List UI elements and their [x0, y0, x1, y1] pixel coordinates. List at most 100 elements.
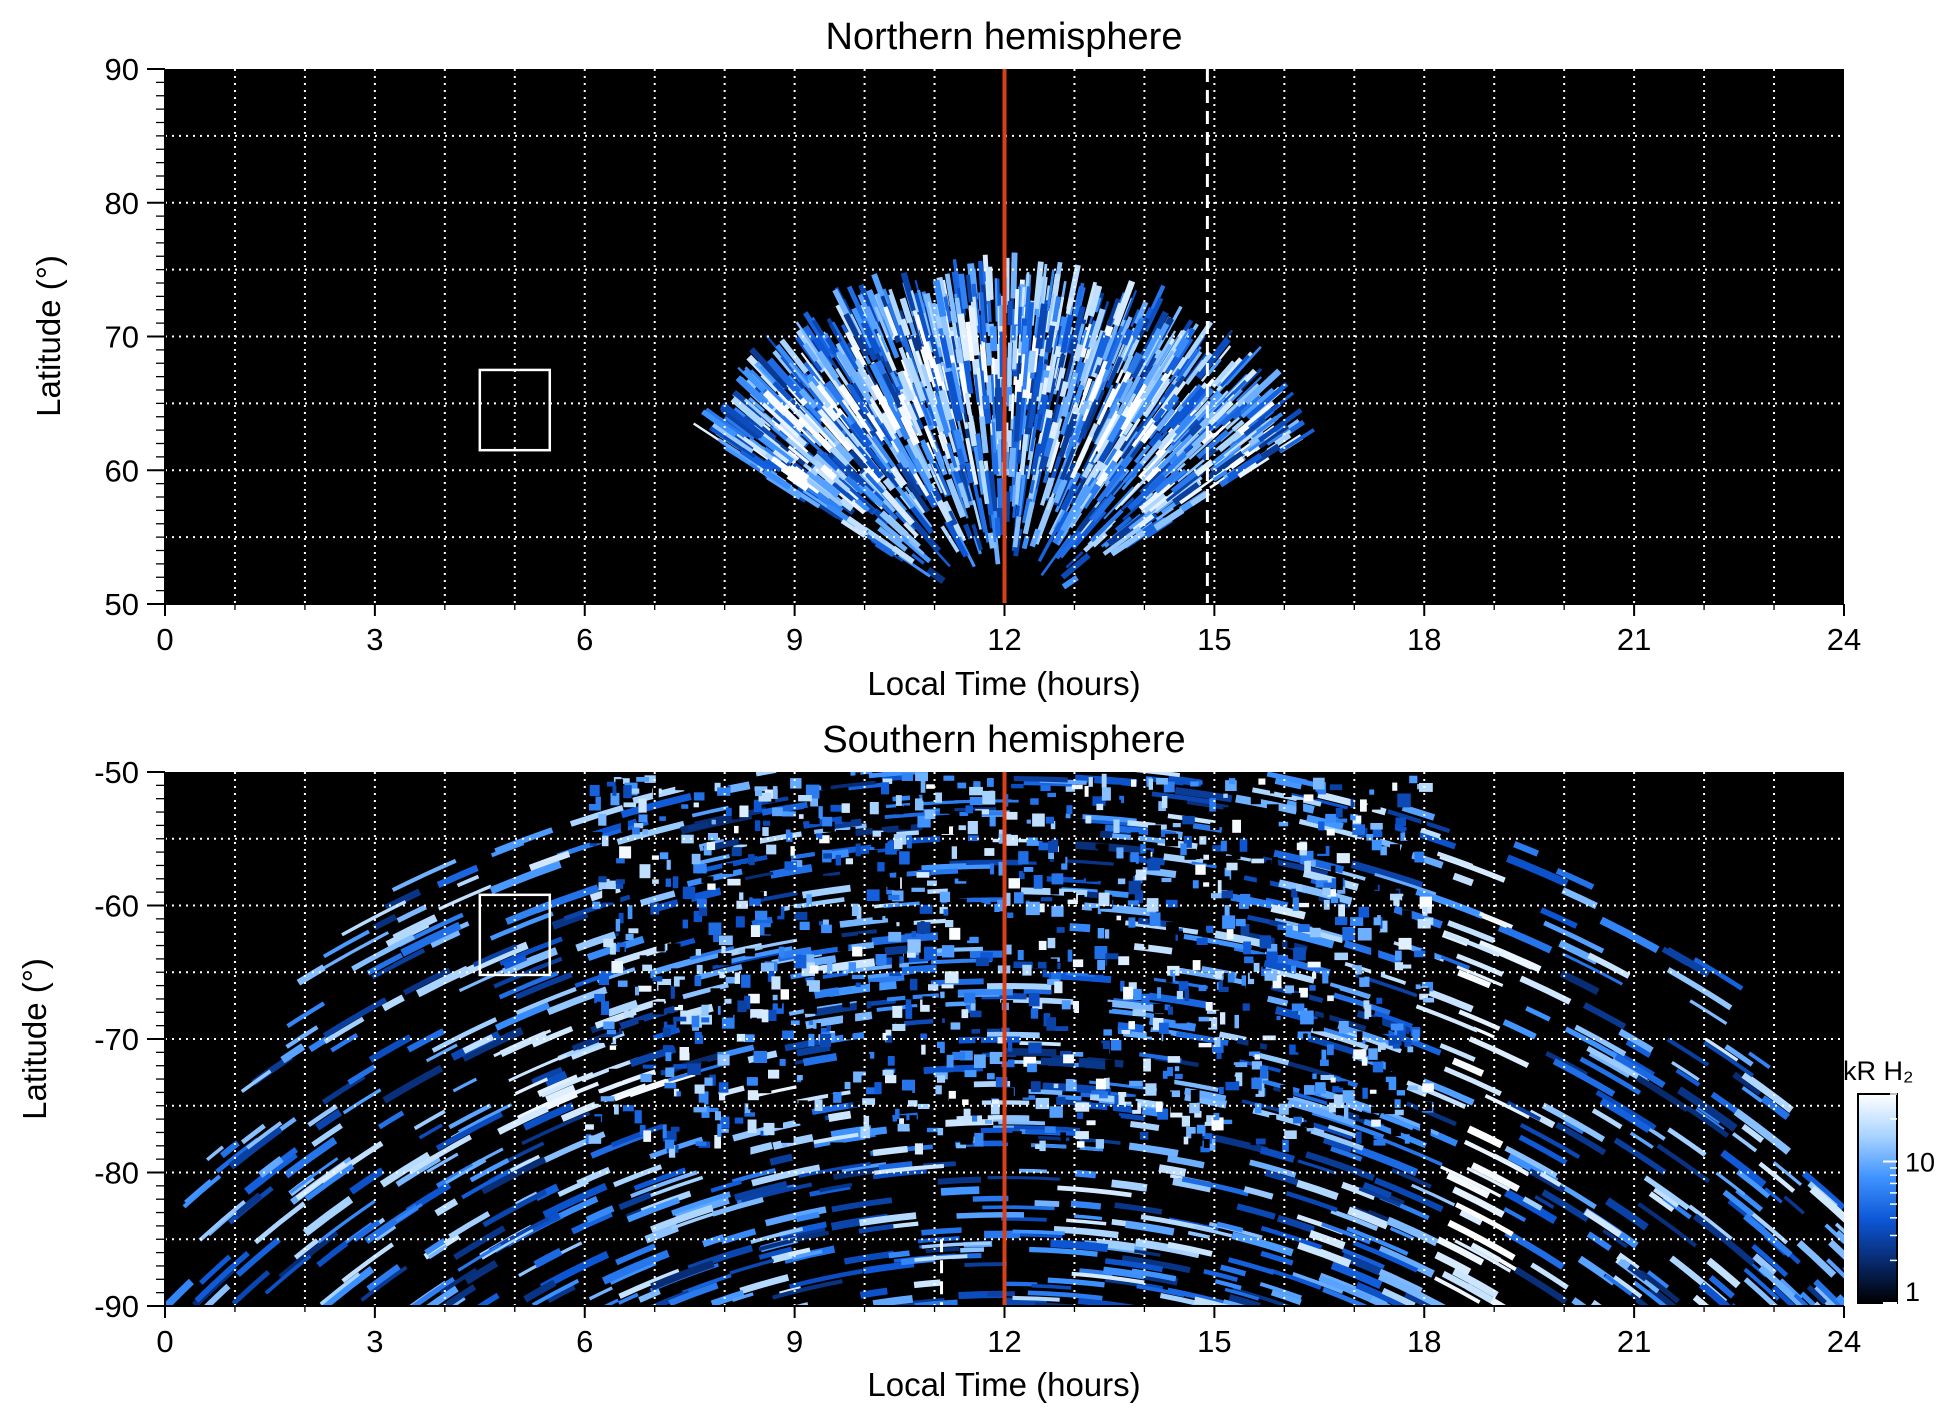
emission-cell	[659, 816, 666, 821]
emission-streak	[1042, 1082, 1112, 1096]
x-tick-label: 3	[366, 1324, 383, 1359]
emission-cell	[1038, 940, 1047, 950]
emission-cell	[701, 995, 708, 1003]
emission-streak	[1027, 350, 1036, 373]
emission-cell	[772, 1003, 784, 1014]
emission-cell	[1326, 829, 1335, 836]
emission-streak	[731, 1292, 754, 1303]
emission-streak	[620, 792, 692, 819]
emission-cell	[1130, 832, 1139, 842]
emission-streak	[1106, 463, 1124, 484]
emission-streak	[1470, 1162, 1520, 1192]
emission-cell	[685, 1106, 694, 1114]
emission-cell	[1412, 1029, 1420, 1042]
emission-streak	[1748, 1051, 1771, 1070]
emission-cell	[704, 1077, 713, 1086]
emission-cell	[1350, 917, 1364, 926]
emission-streak	[926, 442, 936, 460]
emission-streak	[1121, 354, 1134, 374]
emission-cell	[710, 988, 721, 1001]
emission-cell	[895, 1108, 900, 1120]
emission-streak	[311, 1123, 343, 1148]
emission-cell	[1220, 840, 1227, 852]
emission-streak	[1478, 911, 1514, 929]
emission-cell	[1101, 787, 1111, 801]
emission-streak	[1022, 351, 1030, 390]
emission-cell	[1224, 1076, 1236, 1082]
emission-cell	[715, 1111, 721, 1121]
emission-cell	[632, 980, 640, 993]
emission-cell	[1167, 1066, 1173, 1077]
emission-cell	[792, 965, 802, 972]
emission-streak	[1026, 301, 1035, 339]
emission-cell	[914, 1143, 923, 1155]
emission-cell	[675, 778, 688, 791]
emission-cell	[1033, 875, 1043, 889]
emission-cell	[1364, 804, 1372, 813]
emission-streak	[1084, 320, 1098, 350]
emission-streak	[1174, 786, 1233, 803]
emission-streak	[1156, 423, 1182, 451]
emission-cell	[594, 1093, 604, 1104]
emission-streak	[1603, 1273, 1649, 1306]
emission-streak	[1181, 383, 1202, 408]
emission-cell	[1397, 793, 1411, 808]
emission-cell	[1392, 837, 1401, 842]
emission-streak	[839, 498, 854, 512]
emission-streak	[874, 517, 905, 544]
emission-cell	[844, 906, 852, 918]
emission-streak	[1302, 869, 1359, 891]
emission-cell	[782, 1142, 788, 1147]
emission-streak	[887, 302, 904, 342]
emission-streak	[862, 1260, 915, 1275]
emission-cell	[908, 1007, 920, 1012]
emission-cell	[1262, 1035, 1276, 1041]
emission-cell	[616, 1046, 623, 1052]
emission-streak	[973, 1081, 1011, 1088]
emission-streak	[1011, 440, 1020, 492]
emission-streak	[1121, 334, 1135, 361]
emission-streak	[316, 1240, 349, 1268]
emission-cell	[953, 1071, 962, 1081]
emission-streak	[867, 529, 888, 545]
emission-cell	[768, 1069, 780, 1079]
emission-streak	[968, 307, 979, 343]
emission-streak	[804, 429, 823, 447]
emission-cell	[1299, 995, 1310, 1002]
emission-cell	[1234, 1014, 1239, 1029]
emission-cell	[1193, 1008, 1201, 1014]
emission-cell	[662, 1130, 677, 1142]
emission-streak	[937, 1176, 982, 1185]
emission-cell	[866, 889, 880, 901]
emission-cell	[701, 1004, 709, 1016]
emission-streak	[1358, 1186, 1402, 1207]
emission-cell	[1050, 887, 1060, 895]
emission-streak	[1258, 400, 1284, 422]
emission-cell	[919, 948, 925, 959]
emission-streak	[1322, 1135, 1353, 1153]
x-tick-label: 18	[1407, 622, 1441, 657]
emission-cell	[850, 826, 856, 836]
emission-streak	[704, 407, 746, 440]
emission-streak	[900, 369, 914, 391]
emission-cell	[975, 809, 989, 815]
emission-cell	[747, 1090, 759, 1101]
emission-cell	[762, 827, 769, 836]
emission-streak	[896, 451, 910, 469]
emission-streak	[489, 911, 554, 941]
emission-streak	[805, 1011, 873, 1030]
emission-streak	[1793, 1293, 1810, 1306]
emission-cell	[1161, 1078, 1175, 1086]
emission-streak	[881, 489, 915, 526]
emission-cell	[748, 854, 755, 866]
emission-streak	[1013, 471, 1022, 505]
emission-streak	[1054, 510, 1070, 533]
emission-streak	[711, 422, 754, 454]
emission-streak	[1758, 1161, 1796, 1193]
x-tick-label: 9	[786, 1324, 803, 1359]
emission-cell	[1032, 813, 1045, 827]
emission-cell	[1146, 1032, 1161, 1037]
emission-cell	[949, 1098, 961, 1104]
emission-cell	[833, 1092, 842, 1103]
emission-streak	[384, 888, 422, 912]
